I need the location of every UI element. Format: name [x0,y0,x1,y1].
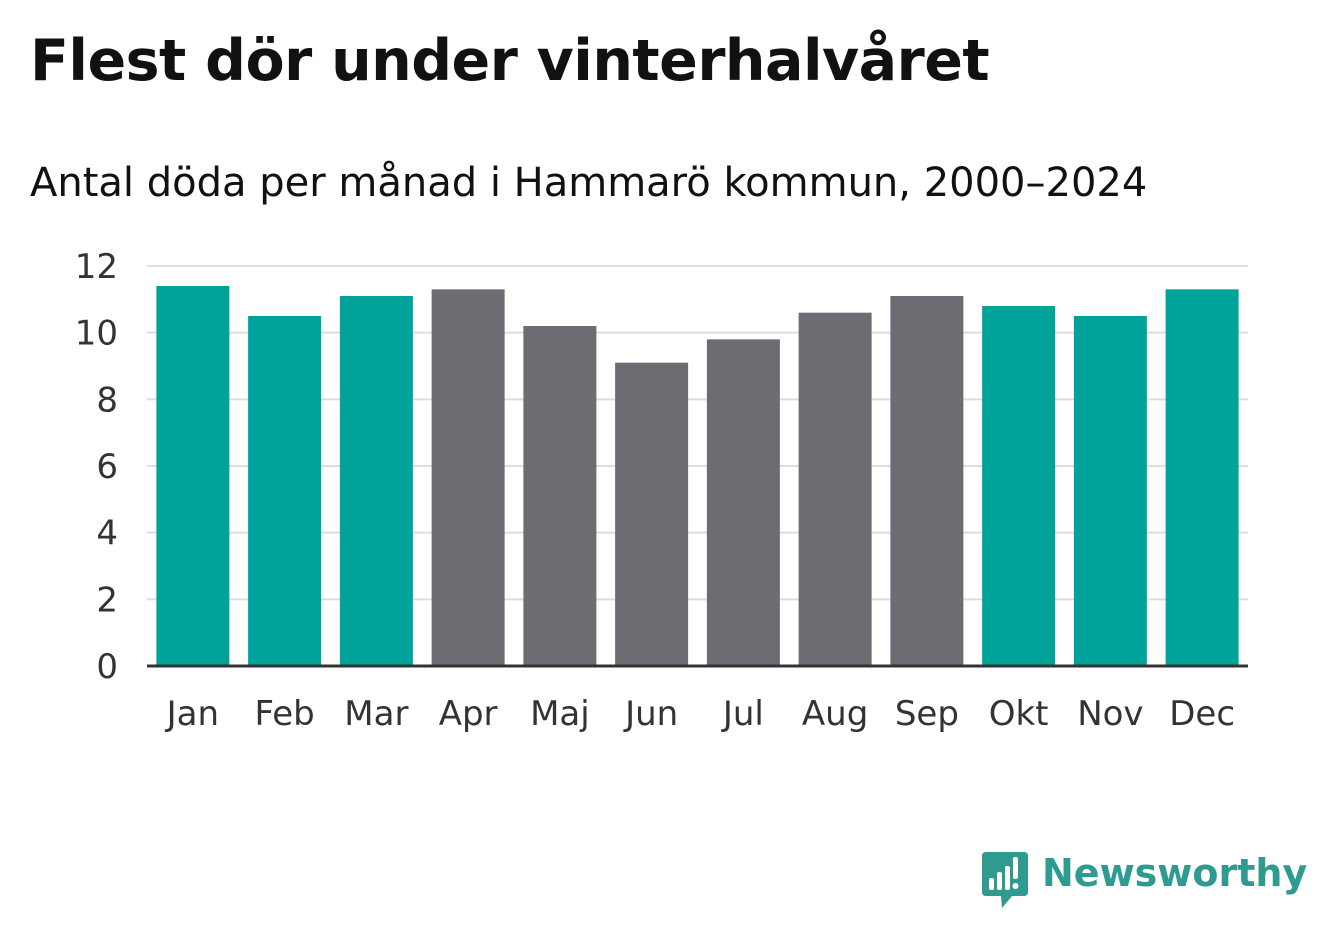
x-tick-label: Mar [344,694,408,734]
bar-nov [1073,316,1147,666]
bar-okt [982,306,1056,666]
y-axis-ticks: 0 2 4 6 8 10 12 [75,247,118,687]
x-tick-label: Sep [895,694,959,734]
bar-jan [156,286,230,666]
gridlines [147,265,1248,601]
x-tick-label: Feb [255,694,315,734]
y-tick-label: 8 [96,380,118,420]
bar-mar [339,296,413,666]
bar-jun [615,362,689,666]
x-tick-label: Apr [439,694,498,734]
y-tick-label: 12 [75,247,118,287]
x-tick-label: Jul [721,694,764,734]
x-tick-label: Okt [989,694,1049,734]
chart-subtitle: Antal döda per månad i Hammarö kommun, 2… [30,160,1148,206]
y-tick-label: 4 [96,514,118,554]
y-tick-label: 2 [96,580,118,620]
x-tick-label: Maj [530,694,590,734]
newsworthy-logo-icon [982,852,1028,908]
y-tick-label: 6 [96,447,118,487]
chart-title: Flest dör under vinterhalvåret [30,28,990,94]
y-tick-label: 0 [96,647,118,687]
bar-sep [890,296,964,666]
bar-aug [798,312,872,666]
x-tick-label: Jan [165,694,219,734]
bar-feb [248,316,322,666]
x-axis-ticks: Jan Feb Mar Apr Maj Jun Jul Aug Sep Okt Nov Dec [165,694,1235,734]
bar-jul [706,339,780,666]
bar-apr [431,289,505,666]
y-tick-label: 10 [75,314,118,354]
x-tick-label: Dec [1169,694,1235,734]
brand-name: Newsworthy [1042,851,1308,895]
bar-maj [523,326,597,666]
x-tick-label: Nov [1077,694,1143,734]
x-tick-label: Jun [623,694,678,734]
bar-dec [1165,289,1239,666]
bars [156,286,1239,666]
x-tick-label: Aug [802,694,868,734]
newsworthy-logo: Newsworthy [980,848,1307,910]
